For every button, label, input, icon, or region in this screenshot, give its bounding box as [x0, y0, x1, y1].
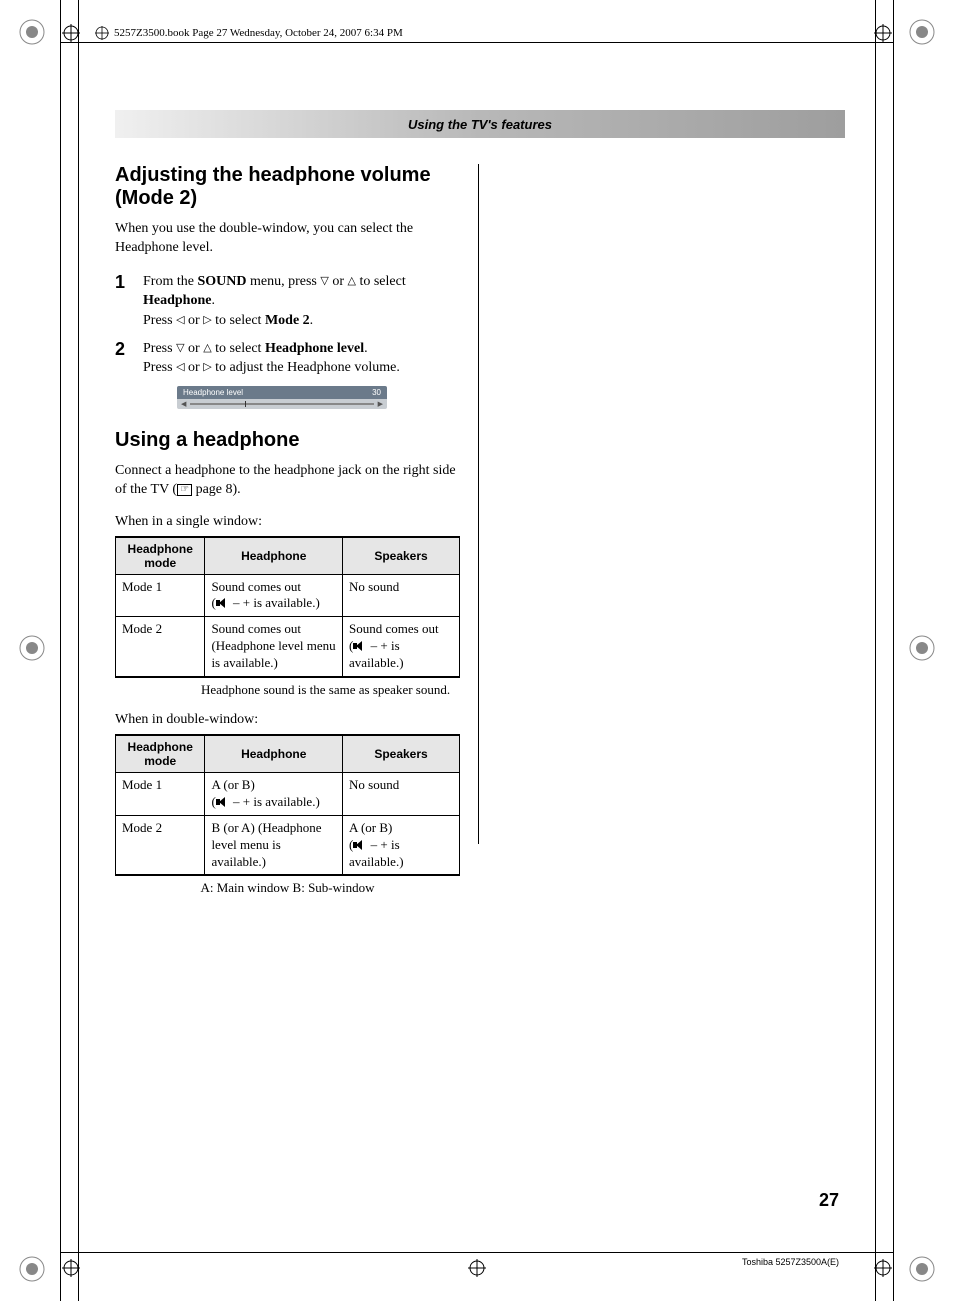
right-triangle-icon: ▷ — [203, 360, 211, 375]
reg-mark-icon — [908, 634, 936, 662]
section1-intro: When you use the double-window, you can … — [115, 220, 460, 258]
crop-line-left2 — [78, 0, 79, 1301]
up-triangle-icon: △ — [348, 274, 356, 289]
table-cell: Mode 1 — [116, 772, 205, 815]
step-number: 1 — [115, 272, 131, 331]
table-cell: Mode 2 — [116, 617, 205, 677]
reg-mark-icon — [18, 634, 46, 662]
step-body: Press ▽ or △ to select Headphone level. … — [143, 339, 400, 378]
crosshair-icon — [874, 24, 892, 42]
left-triangle-icon: ◁ — [176, 360, 184, 375]
headphone-table-single: Headphone mode Headphone Speakers Mode 1… — [115, 536, 460, 678]
volume-icon — [353, 840, 367, 850]
table-cell: Mode 1 — [116, 574, 205, 617]
step-1: 1 From the SOUND menu, press ▽ or △ to s… — [115, 272, 460, 331]
reg-mark-icon — [18, 1255, 46, 1283]
osd-value: 30 — [372, 388, 381, 397]
footer-rule — [60, 1252, 894, 1253]
table-cell: No sound — [343, 772, 460, 815]
table-row: Mode 1 A (or B) ( – + is available.) No … — [116, 772, 460, 815]
table-header: Headphone mode — [116, 537, 205, 575]
table-row: Mode 2 Sound comes out (Headphone level … — [116, 617, 460, 677]
table-row: Mode 1 Sound comes out ( – + is availabl… — [116, 574, 460, 617]
crop-line-right — [893, 0, 894, 1301]
crosshair-icon — [62, 24, 80, 42]
section-banner: Using the TV's features — [115, 110, 845, 138]
table1-note: Headphone sound is the same as speaker s… — [115, 682, 460, 698]
table-header: Headphone — [205, 735, 343, 773]
table-row: Mode 2 B (or A) (Headphone level menu is… — [116, 815, 460, 875]
table-cell: Sound comes out ( – + is available.) — [343, 617, 460, 677]
reg-mark-icon — [908, 18, 936, 46]
header-file-info: 5257Z3500.book Page 27 Wednesday, Octobe… — [95, 26, 403, 40]
table2-note: A: Main window B: Sub-window — [115, 880, 460, 896]
table2-caption: When in double-window: — [115, 712, 460, 728]
left-column: Adjusting the headphone volume (Mode 2) … — [115, 164, 460, 896]
table-header: Speakers — [343, 735, 460, 773]
crop-line-left — [60, 0, 61, 1301]
table-header: Speakers — [343, 537, 460, 575]
table-header: Headphone mode — [116, 735, 205, 773]
table-cell: A (or B) ( – + is available.) — [343, 815, 460, 875]
table-cell: Sound comes out (Headphone level menu is… — [205, 617, 343, 677]
column-divider — [478, 164, 479, 844]
table-cell: Mode 2 — [116, 815, 205, 875]
headphone-table-double: Headphone mode Headphone Speakers Mode 1… — [115, 734, 460, 876]
section2-intro: Connect a headphone to the headphone jac… — [115, 462, 460, 500]
crop-line-right2 — [875, 0, 876, 1301]
up-triangle-icon: △ — [203, 341, 211, 356]
crosshair-icon — [62, 1259, 80, 1277]
header-rule — [60, 42, 894, 43]
banner-title: Using the TV's features — [408, 117, 552, 132]
osd-track — [190, 403, 373, 405]
table-header-row: Headphone mode Headphone Speakers — [116, 735, 460, 773]
volume-icon — [216, 797, 230, 807]
down-triangle-icon: ▽ — [320, 274, 328, 289]
table-cell: A (or B) ( – + is available.) — [205, 772, 343, 815]
section2-heading: Using a headphone — [115, 429, 460, 452]
volume-icon — [216, 598, 230, 608]
page-content: Using the TV's features Adjusting the he… — [115, 110, 845, 896]
right-triangle-icon: ▷ — [203, 313, 211, 328]
osd-label: Headphone level — [183, 388, 243, 397]
reg-mark-icon — [18, 18, 46, 46]
table1-caption: When in a single window: — [115, 514, 460, 530]
step-number: 2 — [115, 339, 131, 378]
reg-mark-icon — [908, 1255, 936, 1283]
right-arrow-icon: ▶ — [378, 400, 383, 408]
footer-model: Toshiba 5257Z3500A(E) — [742, 1257, 839, 1267]
step-body: From the SOUND menu, press ▽ or △ to sel… — [143, 272, 406, 331]
left-triangle-icon: ◁ — [176, 313, 184, 328]
reference-icon: ☞ — [177, 484, 192, 496]
table-header-row: Headphone mode Headphone Speakers — [116, 537, 460, 575]
table-cell: B (or A) (Headphone level menu is availa… — [205, 815, 343, 875]
crosshair-icon — [874, 1259, 892, 1277]
crosshair-icon — [468, 1259, 486, 1277]
table-cell: Sound comes out ( – + is available.) — [205, 574, 343, 617]
step-2: 2 Press ▽ or △ to select Headphone level… — [115, 339, 460, 378]
down-triangle-icon: ▽ — [176, 341, 184, 356]
osd-slider-graphic: Headphone level 30 ◀ ▶ — [177, 386, 387, 409]
table-cell: No sound — [343, 574, 460, 617]
page-number: 27 — [819, 1190, 839, 1211]
section1-heading: Adjusting the headphone volume (Mode 2) — [115, 164, 460, 210]
left-arrow-icon: ◀ — [181, 400, 186, 408]
header-file-text: 5257Z3500.book Page 27 Wednesday, Octobe… — [114, 27, 403, 39]
volume-icon — [353, 641, 367, 651]
table-header: Headphone — [205, 537, 343, 575]
